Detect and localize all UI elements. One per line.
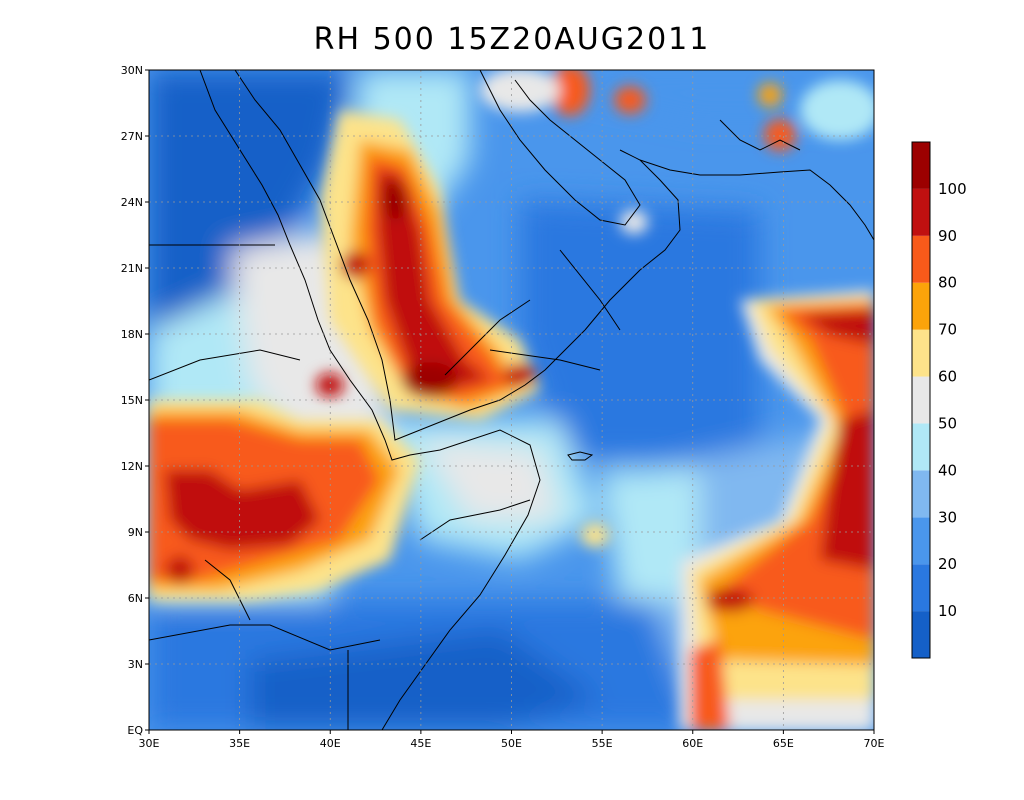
x-tick-label: 55E [592,737,613,750]
x-tick-label: 40E [320,737,341,750]
grid-lines [149,70,874,730]
colorbar-label: 100 [938,180,967,198]
y-tick-label: 18N [121,328,143,341]
map-title: RH 500 15Z20AUG2011 [313,22,711,57]
colorbar-frame [911,141,931,659]
x-tick-label: 45E [410,737,431,750]
x-tick-label: 60E [682,737,703,750]
colorbar: 10 20 30 40 50 60 70 80 90 100 [911,141,967,659]
colorbar-label: 80 [938,274,957,292]
colorbar-label: 20 [938,555,957,573]
x-tick-label: 30E [139,737,160,750]
x-tick-label: 65E [773,737,794,750]
y-tick-label: 24N [121,196,143,209]
colorbar-swatch [912,188,930,236]
colorbar-swatch [912,517,930,565]
colorbar-label: 50 [938,414,957,432]
colorbar-label: 40 [938,461,957,479]
coastlines-and-borders [149,70,874,730]
x-tick-label: 70E [864,737,885,750]
contour-field [149,70,874,730]
colorbar-swatch [912,376,930,424]
y-tick-label: 21N [121,262,143,275]
colorbar-swatch [912,423,930,471]
colorbar-swatch [912,564,930,612]
y-tick-label: 30N [121,64,143,77]
y-tick-label: 9N [128,526,143,539]
y-tick-label: 6N [128,592,143,605]
colorbar-label: 70 [938,321,957,339]
y-tick-label: EQ [127,724,143,737]
x-tick-label: 35E [229,737,250,750]
colorbar-label: 90 [938,227,957,245]
y-tick-label: 27N [121,130,143,143]
colorbar-swatch [912,470,930,518]
axis-ticks: 30E 35E 40E 45E 50E 55E 60E 65E 70E EQ 3N 6N 9N 12N 15… [121,64,885,750]
colorbar-swatch [912,142,930,189]
x-tick-label: 50E [501,737,522,750]
colorbar-swatch [912,611,930,658]
y-tick-label: 15N [121,394,143,407]
colorbar-swatch [912,235,930,283]
y-tick-label: 12N [121,460,143,473]
colorbar-label: 60 [938,368,957,386]
y-tick-label: 3N [128,658,143,671]
colorbar-label: 10 [938,602,957,620]
colorbar-label: 30 [938,508,957,526]
colorbar-swatch [912,282,930,330]
colorbar-swatch [912,329,930,377]
